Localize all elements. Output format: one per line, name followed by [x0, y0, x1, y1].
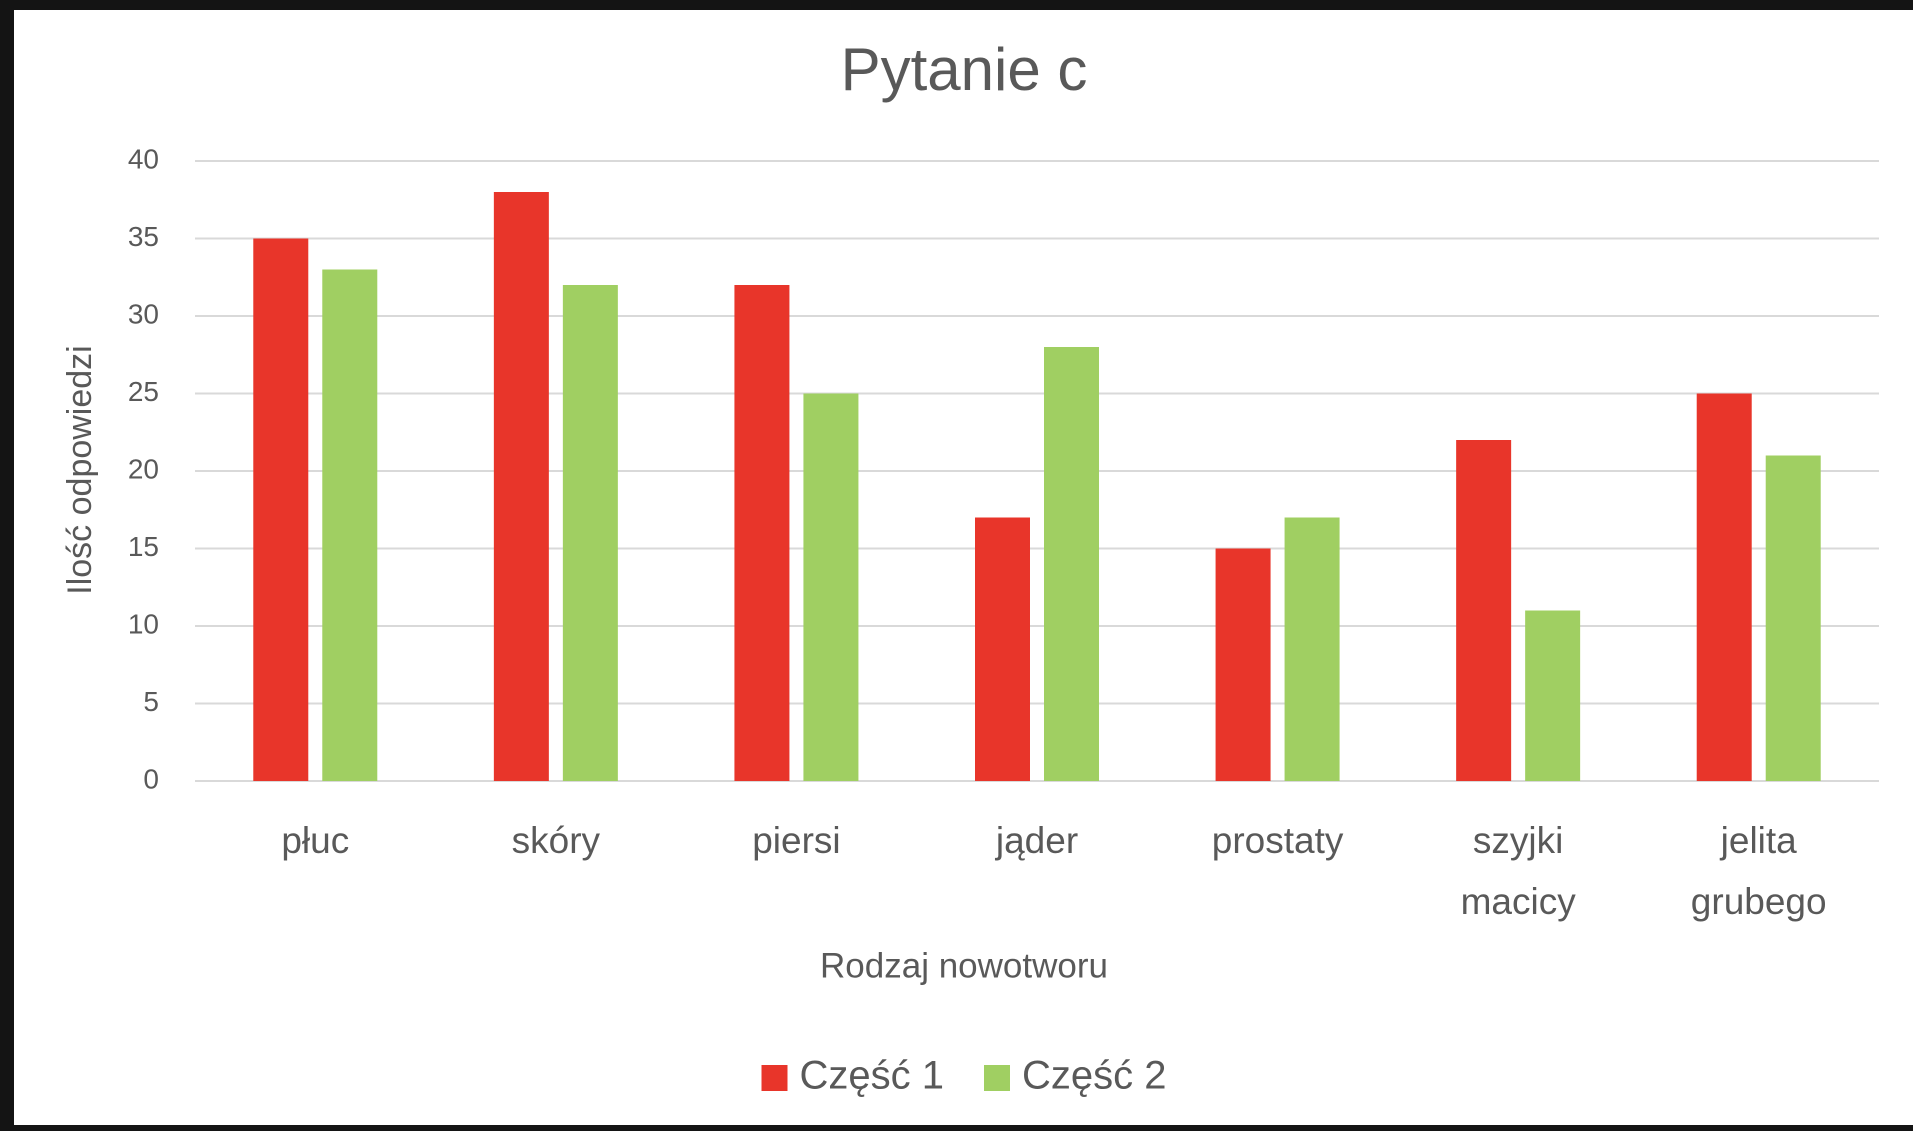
legend-label: Część 1	[800, 1054, 945, 1098]
bar	[734, 285, 790, 781]
legend-label: Część 2	[1022, 1054, 1167, 1098]
y-tick-label: 30	[128, 298, 159, 329]
y-tick-label: 35	[128, 221, 159, 252]
y-tick-label: 20	[128, 453, 159, 484]
bar	[253, 238, 309, 781]
bar	[1765, 455, 1821, 781]
bar	[1044, 347, 1099, 781]
bar	[1284, 517, 1340, 781]
bar	[562, 285, 618, 781]
bar	[1525, 610, 1581, 781]
x-tick-label: płuc	[281, 820, 350, 861]
y-tick-label: 15	[128, 531, 159, 562]
bar	[1696, 393, 1752, 781]
x-axis-label: Rodzaj nowotworu	[820, 946, 1108, 985]
y-tick-label: 5	[143, 686, 159, 717]
x-tick-label: szyjki macicy	[1460, 820, 1576, 922]
bar	[803, 393, 859, 781]
bar	[1215, 548, 1271, 781]
y-axis-label: Ilość odpowiedzi	[61, 345, 99, 594]
legend-swatch	[761, 1065, 788, 1091]
x-tick-label: jąder	[995, 820, 1079, 861]
x-tick-label: piersi	[752, 820, 841, 861]
x-tick-label: jelita grubego	[1690, 820, 1827, 922]
bar	[1456, 440, 1512, 781]
bar	[975, 517, 1030, 781]
x-tick-label: skóry	[511, 820, 601, 861]
bar	[493, 192, 549, 781]
x-tick-label: prostaty	[1211, 820, 1344, 861]
chart-title: Pytanie c	[841, 36, 1088, 103]
y-tick-label: 40	[128, 143, 159, 174]
y-tick-label: 10	[128, 608, 159, 639]
y-tick-label: 25	[128, 376, 159, 407]
legend-swatch	[984, 1065, 1010, 1091]
bar	[322, 269, 378, 781]
y-tick-label: 0	[143, 763, 159, 794]
